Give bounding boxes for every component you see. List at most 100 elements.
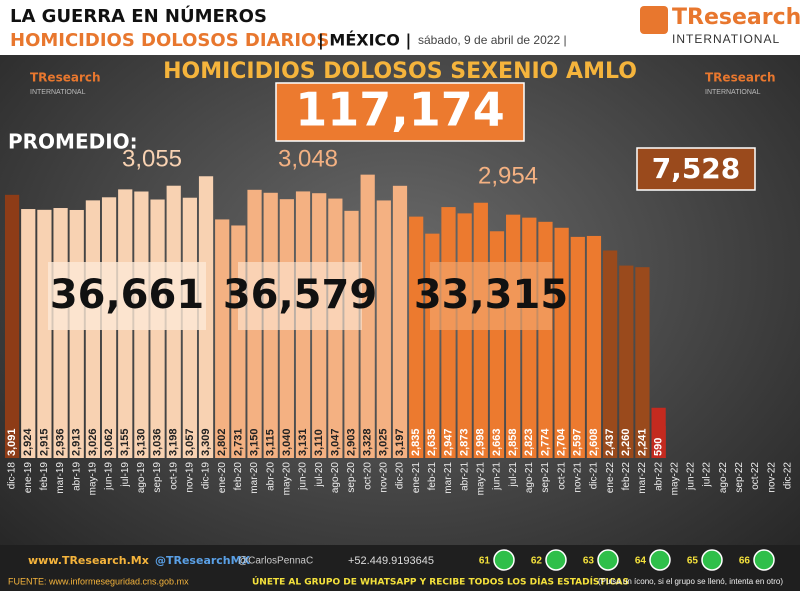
total-bg xyxy=(48,262,206,330)
chart-title: HOMICIDIOS DOLOSOS SEXENIO AMLO xyxy=(163,59,637,84)
bar xyxy=(635,267,650,458)
value-label: 2,663 xyxy=(491,428,503,456)
bar xyxy=(473,202,488,458)
x-tick-label: nov-21 xyxy=(572,462,583,493)
bar xyxy=(457,213,472,458)
value-label: 3,309 xyxy=(200,428,212,456)
bar xyxy=(198,176,214,459)
x-tick-label: may-20 xyxy=(281,462,292,496)
whatsapp-icon[interactable] xyxy=(493,549,515,571)
value-label: 3,110 xyxy=(313,429,325,456)
x-tick-label: ago-19 xyxy=(136,462,147,494)
x-tick-label: may-19 xyxy=(88,462,99,496)
value-label: 3,026 xyxy=(87,428,99,456)
x-tick-label: ene-21 xyxy=(411,462,422,494)
x-tick-label: oct-20 xyxy=(362,462,373,490)
x-tick-label: feb-19 xyxy=(39,462,50,491)
year-total: 36,661 xyxy=(50,272,204,318)
value-label: 2,858 xyxy=(507,428,519,456)
x-tick-label: oct-19 xyxy=(168,462,179,490)
x-tick-label: ago-20 xyxy=(330,462,341,494)
value-label: 2,437 xyxy=(604,428,616,456)
x-tick-label: abr-22 xyxy=(653,462,664,491)
bar xyxy=(409,216,424,458)
value-label: 2,241 xyxy=(636,428,648,456)
bar xyxy=(37,209,52,458)
brand: TResearch xyxy=(672,5,800,30)
value-label: 2,731 xyxy=(232,428,244,456)
x-tick-label: mar-22 xyxy=(637,462,648,494)
x-tick-label: abr-19 xyxy=(71,462,82,491)
x-tick-label: jul-21 xyxy=(508,462,519,488)
value-label: 2,823 xyxy=(523,428,535,456)
x-tick-label: feb-21 xyxy=(427,462,438,491)
value-label: 2,608 xyxy=(588,428,600,456)
phone: +52.449.9193645 xyxy=(348,555,434,567)
value-label: 2,903 xyxy=(345,428,357,456)
value-label: 3,115 xyxy=(265,429,277,456)
average-label: PROMEDIO: xyxy=(8,130,138,154)
x-tick-label: jul-22 xyxy=(702,462,713,488)
whatsapp-icon[interactable] xyxy=(649,549,671,571)
value-label: 2,915 xyxy=(38,428,50,456)
bar xyxy=(69,209,84,458)
x-tick-label: sep-19 xyxy=(152,462,163,493)
average: 3,048 xyxy=(278,145,338,172)
web: www.TResearch.Mx xyxy=(28,554,149,567)
x-tick-label: mar-20 xyxy=(249,462,260,494)
bar xyxy=(441,207,456,458)
bar xyxy=(554,227,569,458)
whatsapp-icon[interactable] xyxy=(701,549,723,571)
x-tick-label: dic-22 xyxy=(783,462,794,490)
brand-sub: INTERNATIONAL xyxy=(672,32,780,46)
bar xyxy=(21,209,36,458)
x-tick-label: dic-19 xyxy=(201,462,212,490)
date: sábado, 9 de abril de 2022 | xyxy=(418,33,567,47)
value-label: 3,036 xyxy=(151,428,163,456)
value-label: 2,873 xyxy=(459,428,471,456)
x-tick-label: may-21 xyxy=(475,462,486,496)
value-label: 3,040 xyxy=(281,428,293,456)
x-tick-label: jul-20 xyxy=(314,462,325,488)
value-label: 2,835 xyxy=(410,428,422,456)
value-label: 3,198 xyxy=(168,428,180,456)
x-tick-label: dic-20 xyxy=(395,462,406,490)
group-number: 64 xyxy=(635,556,647,567)
x-tick-label: sep-21 xyxy=(540,462,551,493)
bar xyxy=(586,235,602,458)
average: 7,528 xyxy=(652,152,741,185)
x-tick-label: jun-22 xyxy=(686,462,697,491)
x-tick-label: nov-20 xyxy=(378,462,389,493)
bar xyxy=(360,174,375,458)
group-number: 63 xyxy=(583,556,595,567)
x-tick-label: ene-19 xyxy=(23,462,34,494)
year-total: 33,315 xyxy=(414,272,568,318)
twitter: @TResearchMX xyxy=(155,554,251,567)
x-tick-label: ene-20 xyxy=(217,462,228,494)
value-label: 3,047 xyxy=(329,428,341,456)
x-tick-label: nov-22 xyxy=(766,462,777,493)
bar xyxy=(392,185,408,458)
brand-small: TResearch xyxy=(705,71,776,85)
value-label: 2,774 xyxy=(539,428,551,456)
x-tick-label: feb-22 xyxy=(621,462,632,491)
value-label: 2,597 xyxy=(572,428,584,456)
value-label: 3,150 xyxy=(248,428,260,456)
value-label: 3,062 xyxy=(103,428,115,456)
bar xyxy=(344,210,359,458)
whatsapp-icon[interactable] xyxy=(753,549,775,571)
average: 3,055 xyxy=(122,145,182,172)
group-number: 62 xyxy=(531,556,543,567)
x-tick-label: jun-20 xyxy=(298,462,309,491)
whatsapp-icon[interactable] xyxy=(597,549,619,571)
value-label: 2,635 xyxy=(426,428,438,456)
average-box xyxy=(636,147,756,191)
bar xyxy=(522,217,537,458)
brand-small-sub: INTERNATIONAL xyxy=(705,89,761,96)
whatsapp-icon[interactable] xyxy=(545,549,567,571)
bar xyxy=(215,219,230,458)
value-label: 2,802 xyxy=(216,428,228,456)
value-label: 2,936 xyxy=(54,428,66,456)
subtitle: HOMICIDIOS DOLOSOS DIARIOS xyxy=(10,30,329,51)
